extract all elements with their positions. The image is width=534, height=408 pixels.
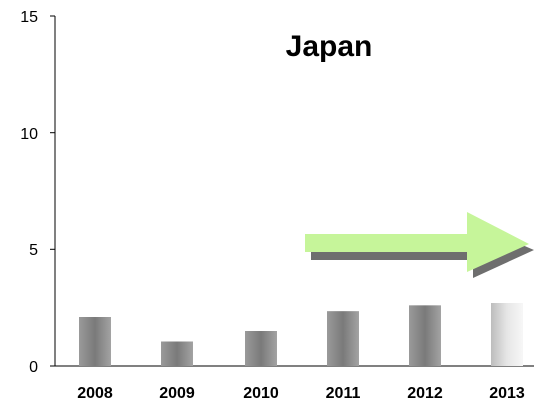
trend-arrow-icon xyxy=(305,212,534,278)
trend-arrow-body xyxy=(305,212,529,272)
y-tick-label: 10 xyxy=(20,126,38,143)
y-tick-label: 0 xyxy=(29,359,38,376)
bar-2011 xyxy=(327,311,359,366)
x-tick-label: 2013 xyxy=(489,385,525,402)
bar-2012 xyxy=(409,305,441,366)
bar-2008 xyxy=(79,317,111,366)
chart-title: Japan xyxy=(286,30,373,63)
bar-2010 xyxy=(245,331,277,366)
bar-group xyxy=(79,303,523,366)
bar-2009 xyxy=(161,341,193,366)
bar-2013 xyxy=(491,303,523,366)
x-tick-label: 2010 xyxy=(243,385,279,402)
y-tick-label: 5 xyxy=(29,242,38,259)
y-tick-group: 0 5 10 15 xyxy=(20,9,55,376)
x-tick-label: 2012 xyxy=(407,385,443,402)
y-tick-label: 15 xyxy=(20,9,38,26)
x-tick-label: 2008 xyxy=(77,385,113,402)
category-label-group: 2008 2009 2010 2011 2012 2013 xyxy=(77,385,525,402)
x-tick-label: 2011 xyxy=(326,385,361,402)
x-tick-label: 2009 xyxy=(159,385,195,402)
